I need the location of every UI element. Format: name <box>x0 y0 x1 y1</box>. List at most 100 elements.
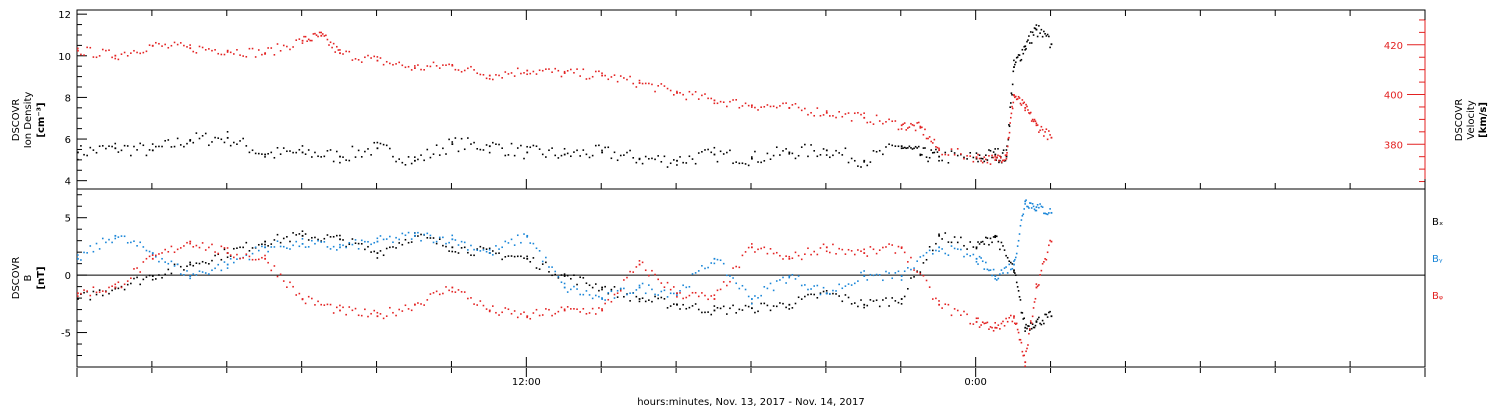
ion-density-series-point <box>423 159 425 162</box>
bz-series-point <box>760 247 762 250</box>
bz-series-point <box>417 302 419 304</box>
ion-density-series-point <box>850 157 853 160</box>
velocity-series-point <box>878 120 881 122</box>
bz-series-point <box>339 304 341 307</box>
bz-series-point <box>1002 320 1004 323</box>
by-series-point <box>1017 239 1020 242</box>
velocity-series-point <box>914 129 917 132</box>
bz-series-point <box>807 247 809 250</box>
bx-series-point <box>295 234 298 236</box>
bz-series-point <box>117 281 120 284</box>
bx-series-point <box>995 235 998 238</box>
by-series-point <box>616 289 619 292</box>
bx-series-point <box>966 248 968 250</box>
velocity-series-point <box>535 73 538 75</box>
ion-density-series-point <box>245 145 248 147</box>
bx-series-point <box>991 241 993 244</box>
ion-density-series-point <box>1043 30 1045 33</box>
ion-density-series-point <box>376 141 379 144</box>
by-series-point <box>732 277 734 279</box>
ion-density-series-point <box>941 159 943 162</box>
by-series-point <box>345 246 347 249</box>
ion-density-series-point <box>410 162 413 165</box>
by-series-point <box>92 250 95 253</box>
velocity-series-point <box>570 68 572 71</box>
bz-series-point <box>1026 347 1028 350</box>
bz-series-point <box>1006 320 1009 323</box>
ion-density-series-point <box>930 149 933 151</box>
velocity-series-point <box>98 55 101 57</box>
by-series-point <box>872 274 875 277</box>
bx-series-point <box>532 257 535 259</box>
ion-density-series-point <box>354 156 357 158</box>
bz-series-point <box>981 321 984 324</box>
by-series-point <box>735 282 737 285</box>
bz-series-point <box>467 297 469 300</box>
ion-density-series-point <box>900 147 903 150</box>
by-series-point <box>1046 213 1049 216</box>
bz-series-point <box>819 247 822 249</box>
velocity-series-point <box>997 154 999 157</box>
bx-series-point <box>819 292 822 294</box>
ion-density-series-point <box>928 156 931 159</box>
velocity-series-point <box>495 74 497 76</box>
velocity-series-point <box>905 129 908 131</box>
bz-series-point <box>507 308 510 311</box>
bx-series-point <box>286 235 288 238</box>
by-series-point <box>960 248 962 251</box>
bx-series-anchor-point <box>151 275 154 277</box>
bx-series-point <box>130 282 132 285</box>
bz-series-point <box>1016 328 1019 331</box>
ion-density-series-point <box>513 154 516 157</box>
velocity-series-point <box>1048 130 1050 132</box>
bz-series-point <box>382 317 385 320</box>
bz-series-point <box>713 294 716 296</box>
ion-density-series-point <box>607 146 610 149</box>
ion-density-series-point <box>1008 124 1010 126</box>
by-series-point <box>894 272 897 274</box>
velocity-series-anchor-point <box>638 82 641 84</box>
velocity-series-point <box>417 64 419 66</box>
by-series-point <box>267 250 269 253</box>
velocity-series-point <box>797 106 800 109</box>
bx-series-point <box>92 290 95 293</box>
by-series-point <box>254 246 257 249</box>
velocity-series-point <box>644 82 647 85</box>
top-right-ytick-label: 380 <box>1384 140 1403 151</box>
by-series-point <box>882 279 884 282</box>
bz-series-point <box>279 273 282 276</box>
ion-density-series-point <box>1014 63 1016 66</box>
velocity-series-point <box>604 74 606 77</box>
bz-series-anchor-point <box>339 309 341 312</box>
ion-density-series-point <box>972 156 975 159</box>
by-series-point <box>682 284 684 287</box>
ion-density-series-point <box>145 154 148 157</box>
velocity-series-point <box>751 106 753 108</box>
by-series-point <box>1000 269 1003 271</box>
bx-series-point <box>1023 317 1026 320</box>
by-series-point <box>980 257 982 259</box>
ion-density-series <box>77 24 1053 168</box>
velocity-series-anchor-point <box>189 47 192 50</box>
velocity-series-point <box>314 32 316 35</box>
top-right-ylabel-line-1: DSCOVR <box>1454 99 1465 142</box>
bx-series-point <box>173 263 176 266</box>
velocity-series-point <box>526 73 528 76</box>
by-series-point <box>498 248 500 250</box>
ion-density-series-point <box>479 148 482 151</box>
velocity-series-point <box>410 69 413 71</box>
ion-density-series-point <box>660 160 663 163</box>
velocity-series-point <box>201 46 204 49</box>
ion-density-series-point <box>392 155 394 158</box>
bx-series-point <box>616 296 619 298</box>
bx-series-point <box>913 276 915 278</box>
ion-density-series-point <box>741 162 744 165</box>
ion-density-series-point <box>148 149 151 151</box>
velocity-series-point <box>916 122 918 124</box>
ion-density-series-point <box>832 154 834 157</box>
bx-series-point <box>925 258 928 261</box>
ion-density-series-anchor-point <box>975 157 978 160</box>
bz-series-point <box>729 280 731 283</box>
bx-series-point <box>201 260 204 263</box>
velocity-series-point <box>298 38 301 40</box>
